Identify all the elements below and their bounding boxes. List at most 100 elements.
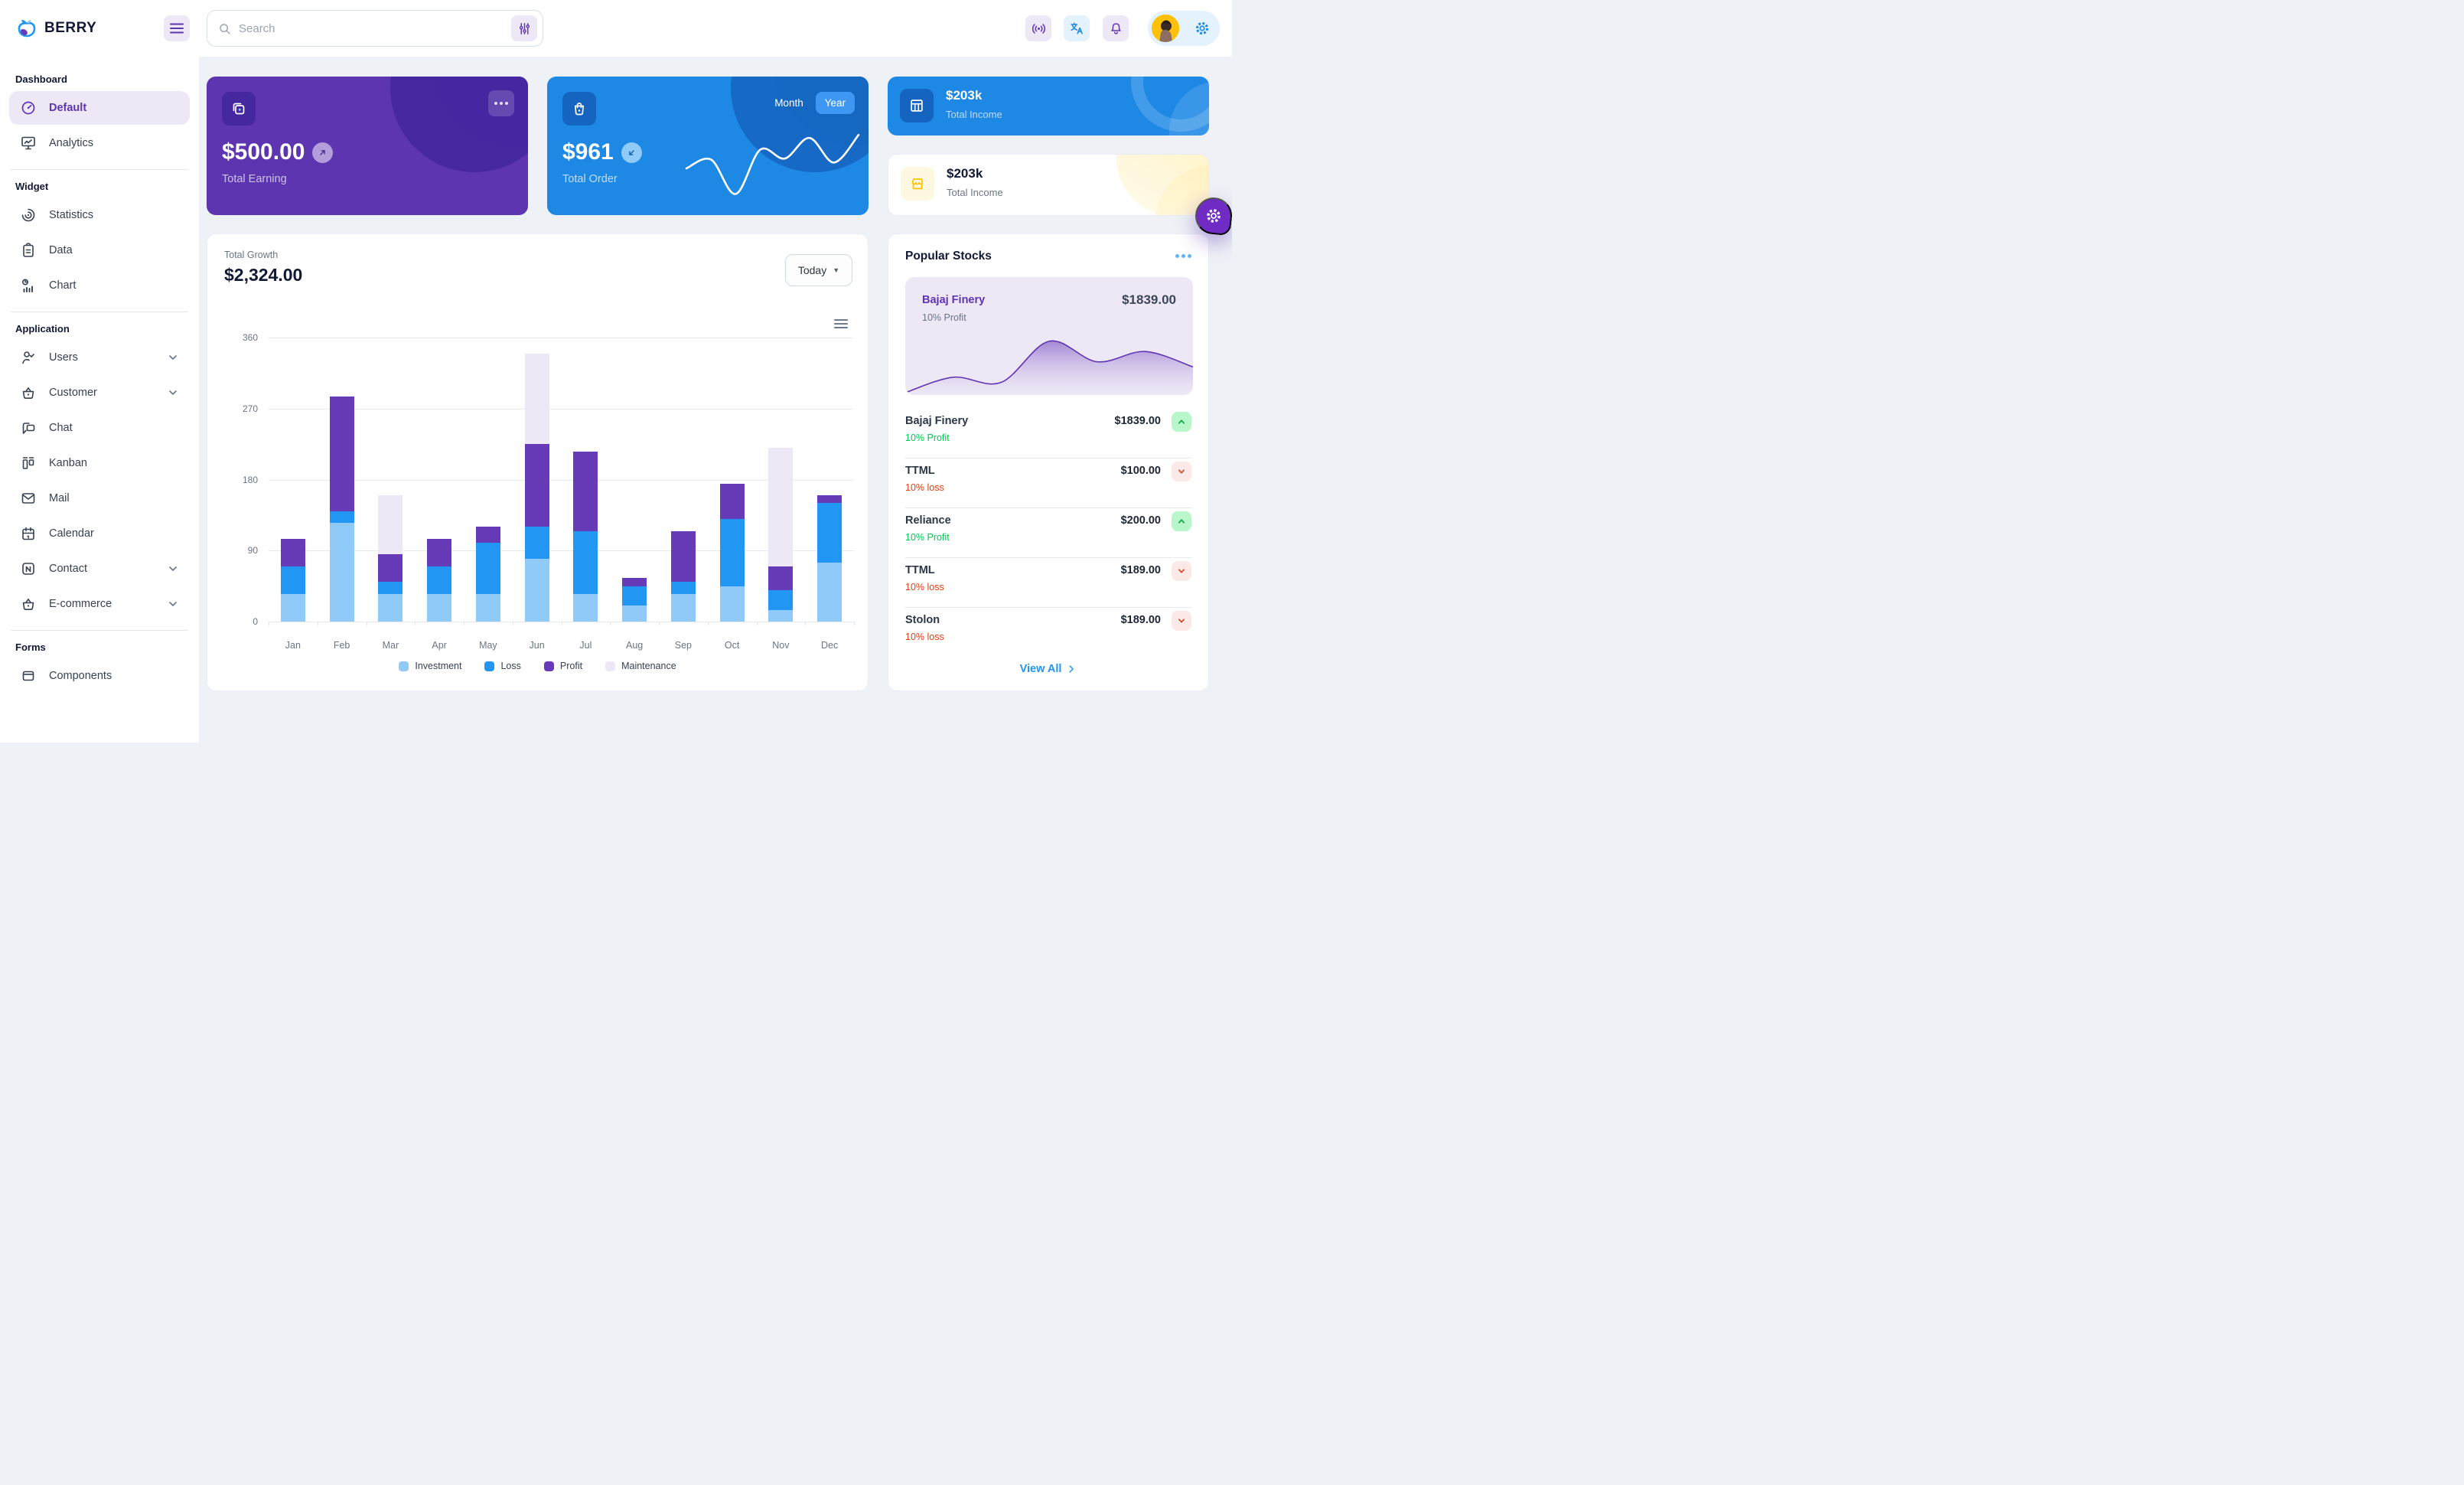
bar-segment-investment[interactable]	[817, 562, 843, 622]
sidebar-item-kanban[interactable]: Kanban	[9, 446, 190, 480]
stock-row[interactable]: Bajaj Finery $1839.00 10% Profit	[905, 409, 1191, 459]
chevron-down-badge[interactable]	[1172, 611, 1191, 631]
bar-segment-investment[interactable]	[427, 593, 452, 622]
bar-segment-investment[interactable]	[329, 523, 354, 622]
broadcast-button[interactable]	[1025, 15, 1051, 41]
bar-segment-investment[interactable]	[670, 593, 696, 622]
bar-segment-profit[interactable]	[524, 444, 549, 527]
sidebar-item-analytics[interactable]: Analytics	[9, 126, 190, 160]
language-button[interactable]	[1064, 15, 1090, 41]
sidebar-item-label: Calendar	[49, 527, 94, 540]
sidebar-item-label: Statistics	[49, 209, 94, 221]
sidebar-item-default[interactable]: Default	[9, 91, 190, 125]
chart-menu-button[interactable]	[834, 317, 848, 331]
y-axis-tick-label: 180	[242, 474, 258, 485]
sidebar-toggle-button[interactable]	[164, 15, 190, 41]
notifications-button[interactable]	[1103, 15, 1129, 41]
chevron-down-badge[interactable]	[1172, 561, 1191, 581]
bar-segment-investment[interactable]	[719, 586, 745, 622]
view-all-link[interactable]: View All	[888, 663, 1208, 675]
bar-segment-loss[interactable]	[817, 503, 843, 563]
bar-segment-profit[interactable]	[817, 495, 843, 504]
stock-row[interactable]: Reliance $200.00 10% Profit	[905, 508, 1191, 558]
bar-segment-loss[interactable]	[573, 530, 598, 594]
chevron-up-badge[interactable]	[1172, 511, 1191, 531]
toggle-month-button[interactable]: Month	[774, 97, 803, 109]
bar-segment-loss[interactable]	[378, 582, 403, 594]
sidebar-item-label: Contact	[49, 563, 87, 575]
bar-segment-loss[interactable]	[329, 511, 354, 524]
sidebar-item-customer[interactable]: Customer	[9, 376, 190, 410]
logo[interactable]: BERRY	[15, 17, 96, 40]
bar-segment-profit[interactable]	[329, 397, 354, 511]
bar-segment-loss[interactable]	[280, 566, 305, 594]
bar-segment-loss[interactable]	[719, 519, 745, 586]
chevron-down-badge[interactable]	[1172, 462, 1191, 481]
customization-fab-button[interactable]	[1193, 195, 1232, 237]
sidebar-item-statistics[interactable]: Statistics	[9, 198, 190, 232]
bar-segment-maintenance[interactable]	[524, 353, 549, 445]
profile-menu-button[interactable]	[1148, 11, 1220, 46]
stock-row[interactable]: TTML $189.00 10% loss	[905, 558, 1191, 608]
bar-segment-investment[interactable]	[378, 593, 403, 622]
legend-item-loss[interactable]: Loss	[484, 661, 521, 671]
bar-segment-profit[interactable]	[670, 530, 696, 583]
shopping-bag-icon	[562, 92, 596, 126]
bar-segment-profit[interactable]	[573, 452, 598, 531]
bar-segment-investment[interactable]	[768, 609, 794, 622]
sidebar-item-users[interactable]: Users	[9, 341, 190, 374]
bar-segment-loss[interactable]	[670, 582, 696, 594]
sidebar-item-components[interactable]: Components	[9, 659, 190, 693]
search-filter-button[interactable]	[511, 15, 537, 41]
trend-up-badge[interactable]	[312, 142, 334, 163]
bar-segment-profit[interactable]	[719, 483, 745, 520]
stock-price: $189.00	[1120, 564, 1161, 576]
settings-icon	[1195, 21, 1209, 35]
card-more-button[interactable]	[488, 90, 514, 116]
bar-segment-investment[interactable]	[622, 605, 647, 622]
bar-segment-loss[interactable]	[427, 566, 452, 594]
bar-segment-loss[interactable]	[475, 542, 500, 594]
featured-stock-card[interactable]: Bajaj Finery $1839.00 10% Profit	[905, 277, 1193, 395]
sidebar-item-data[interactable]: Data	[9, 233, 190, 267]
bar-segment-profit[interactable]	[622, 578, 647, 586]
bar-segment-maintenance[interactable]	[378, 495, 403, 555]
search-input[interactable]	[239, 21, 511, 35]
legend-item-maintenance[interactable]: Maintenance	[605, 661, 676, 671]
legend-label: Investment	[415, 661, 462, 671]
sidebar-item-mail[interactable]: Mail	[9, 481, 190, 515]
bar-segment-investment[interactable]	[475, 593, 500, 622]
bar-segment-investment[interactable]	[524, 558, 549, 622]
bar-segment-loss[interactable]	[524, 527, 549, 559]
chevron-up-badge[interactable]	[1172, 412, 1191, 432]
stocks-more-button[interactable]	[1175, 254, 1191, 258]
bar-segment-loss[interactable]	[622, 586, 647, 606]
trend-down-badge[interactable]	[621, 142, 642, 163]
bar-segment-investment[interactable]	[280, 593, 305, 622]
legend-item-profit[interactable]: Profit	[543, 661, 582, 671]
sidebar-item-calendar[interactable]: Calendar	[9, 517, 190, 550]
bar-segment-profit[interactable]	[475, 527, 500, 543]
bar-segment-profit[interactable]	[378, 554, 403, 583]
sidebar-item-label: Customer	[49, 387, 97, 399]
legend-item-investment[interactable]: Investment	[399, 661, 461, 671]
total-earning-amount: $500.00	[222, 139, 305, 165]
bar-segment-profit[interactable]	[768, 566, 794, 590]
sidebar-item-e-commerce[interactable]: E-commerce	[9, 587, 190, 621]
bar-segment-profit[interactable]	[280, 538, 305, 566]
bar-segment-profit[interactable]	[427, 538, 452, 566]
sidebar-item-chart[interactable]: Chart	[9, 269, 190, 302]
sidebar-item-label: Chart	[49, 279, 77, 292]
stock-price: $189.00	[1120, 614, 1161, 626]
bar-segment-loss[interactable]	[768, 589, 794, 610]
bar-segment-maintenance[interactable]	[768, 448, 794, 566]
stock-row[interactable]: Stolon $189.00 10% loss	[905, 608, 1191, 658]
adjustments-icon	[519, 22, 530, 34]
stock-row[interactable]: TTML $100.00 10% loss	[905, 459, 1191, 508]
period-select[interactable]: Today ▼	[785, 254, 852, 286]
sidebar-item-chat[interactable]: Chat	[9, 411, 190, 445]
bar-segment-investment[interactable]	[573, 593, 598, 622]
toggle-year-button[interactable]: Year	[815, 92, 855, 114]
sidebar-item-contact[interactable]: Contact	[9, 552, 190, 586]
divider	[11, 169, 188, 170]
